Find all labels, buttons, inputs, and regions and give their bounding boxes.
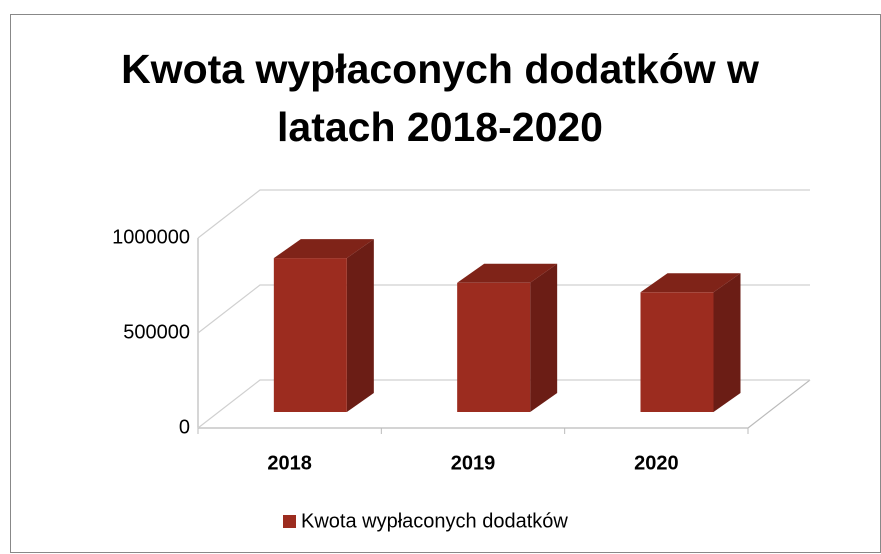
- grid-line: [197, 189, 810, 239]
- bar-front: [457, 282, 531, 412]
- grid-line: [197, 379, 810, 429]
- y-tick-label: 500000: [123, 321, 190, 343]
- y-tick-label: 1000000: [112, 226, 190, 248]
- x-tick-label: 2018: [267, 452, 312, 474]
- y-tick-label: 0: [179, 416, 190, 438]
- bar-side: [346, 239, 374, 412]
- bar: [273, 239, 374, 412]
- bar-top: [640, 273, 741, 293]
- bar: [457, 263, 558, 412]
- x-tick-label: 2019: [451, 452, 496, 474]
- bar-side: [530, 263, 558, 412]
- chart-title: Kwota wypłaconych dodatków w latach 2018…: [121, 46, 759, 150]
- bar-front: [273, 258, 347, 412]
- bar-side: [713, 273, 741, 412]
- bar: [640, 273, 741, 412]
- bar-top: [273, 239, 374, 259]
- legend-swatch: [283, 515, 296, 528]
- x-tick-label: 2020: [634, 452, 679, 474]
- grid-line: [197, 284, 810, 334]
- bar-top: [457, 263, 558, 283]
- bar-front: [640, 292, 714, 412]
- legend-label: Kwota wypłaconych dodatków: [301, 510, 568, 532]
